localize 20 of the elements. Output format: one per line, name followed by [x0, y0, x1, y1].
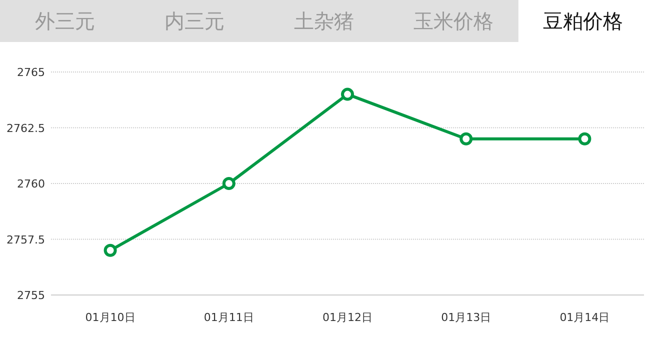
- x-tick-label: 01月14日: [560, 311, 610, 324]
- text: 外三元: [34, 9, 95, 33]
- y-tick-label: 2760: [17, 178, 45, 190]
- y-tick-label: 2757.5: [6, 233, 45, 246]
- y-tick-label: 2762.5: [6, 122, 45, 135]
- x-tick-label: 01月10日: [85, 311, 136, 324]
- point: [222, 177, 236, 190]
- x-tick-label: 01月12日: [322, 311, 372, 324]
- point: [341, 88, 354, 101]
- point: [460, 132, 473, 146]
- text: 土杂猪: [294, 9, 354, 33]
- point: [578, 132, 592, 146]
- text: 玉米价格: [414, 9, 494, 33]
- chart-title: 豆粕价格: [543, 9, 624, 33]
- x-tick-label: 01月11日: [204, 311, 254, 324]
- point: [104, 244, 117, 257]
- y-tick-label: 2755: [17, 289, 45, 302]
- x-tick-label: 01月13日: [441, 311, 492, 324]
- y-tick-label: 2765: [17, 66, 45, 79]
- text: 内三元: [164, 9, 224, 33]
